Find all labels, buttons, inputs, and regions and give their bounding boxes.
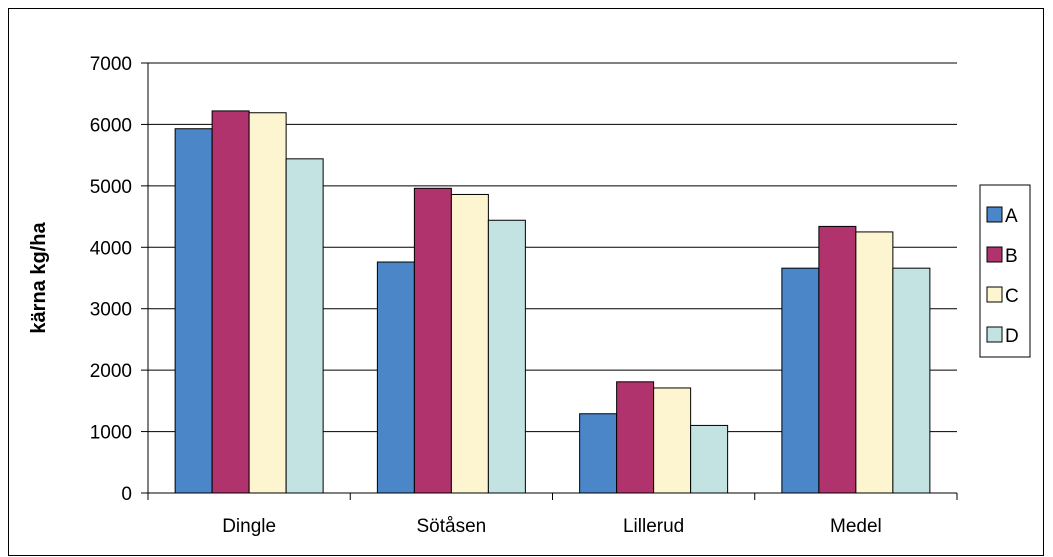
x-tick-label: Sötåsen (417, 516, 487, 537)
bar-a-3 (781, 267, 820, 494)
legend-swatch-a (986, 206, 1003, 223)
legend-label-a: A (1005, 206, 1018, 227)
bar-b-0 (211, 110, 250, 494)
y-tick-label: 0 (121, 484, 132, 505)
legend-swatch-b (986, 246, 1003, 263)
bar-b-3 (818, 225, 857, 494)
y-tick-label: 3000 (90, 300, 132, 321)
bar-d-2 (690, 424, 729, 494)
bar-a-1 (376, 261, 415, 494)
chart-frame: 0 1000 2000 3000 4000 5000 6000 7000 Dingle Sötås… (8, 8, 1044, 556)
legend-label-c: C (1005, 286, 1019, 307)
y-tick-label: 2000 (90, 361, 132, 382)
legend-swatch-d (986, 326, 1003, 343)
bar-d-1 (487, 219, 526, 494)
bar-a-2 (579, 413, 618, 494)
bar-c-0 (248, 112, 287, 494)
bar-chart: 0 1000 2000 3000 4000 5000 6000 7000 Dingle Sötås… (28, 54, 1031, 537)
legend-swatch-c (986, 286, 1003, 303)
x-tick-label: Lillerud (623, 516, 684, 537)
y-tick-label: 1000 (90, 423, 132, 444)
bar-c-1 (450, 193, 489, 494)
y-axis-title: kärna kg/ha (28, 222, 50, 334)
y-tick-label: 4000 (90, 238, 132, 259)
bar-a-0 (174, 128, 213, 494)
y-tick-label: 6000 (90, 115, 132, 136)
x-tick-label: Medel (830, 516, 882, 537)
bar-b-1 (413, 187, 452, 494)
bar-b-2 (616, 381, 655, 494)
bar-c-2 (653, 387, 692, 494)
bar-d-0 (285, 158, 324, 494)
bar-d-3 (892, 267, 931, 494)
y-tick-label: 7000 (90, 54, 132, 75)
axes: 0 1000 2000 3000 4000 5000 6000 7000 Dingle Sötås… (90, 54, 958, 537)
bar-c-3 (855, 231, 894, 494)
y-tick-label: 5000 (90, 177, 132, 198)
legend-label-d: D (1005, 326, 1019, 347)
legend-label-b: B (1005, 246, 1018, 267)
bars (174, 110, 931, 494)
x-tick-label: Dingle (222, 516, 276, 537)
